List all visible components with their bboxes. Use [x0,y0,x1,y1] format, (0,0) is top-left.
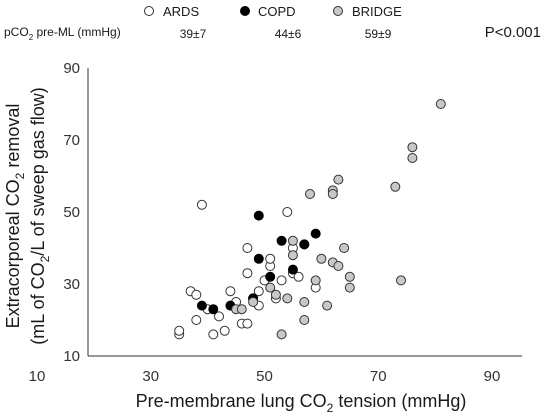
y-tick-label: 70 [63,132,80,149]
data-point-bridge [316,253,327,264]
data-point-bridge [287,250,298,261]
data-point-ards [214,311,224,322]
x-tick-label: 70 [370,368,387,385]
x-axis-title: Pre-membrane lung CO2 tension (mmHg) [136,391,467,415]
summary-value-copd: 44±6 [275,27,302,41]
summary-row-label: pCO2 pre-ML (mmHg) [4,25,121,42]
data-point-bridge [322,300,333,311]
data-point-ards [219,325,230,336]
data-point-bridge [299,297,310,307]
legend-label-copd: COPD [258,4,296,19]
y-tick-labels: 10 30 50 70 90 [63,60,80,365]
data-point-copd [310,228,321,239]
data-point-ards [282,207,293,217]
data-point-bridge [236,304,247,315]
data-point-ards [225,286,236,297]
data-point-bridge [435,99,446,109]
data-point-bridge [407,142,418,153]
y-axis-title-line2: (mL of CO2/L of sweep gas flow) [28,87,52,344]
data-point-ards [265,253,276,264]
data-point-ards [208,329,219,340]
x-tick-label: 10 [29,368,46,385]
data-point-bridge [299,315,310,325]
y-axis-title-line1: Extracorporeal CO2 removal [3,104,27,329]
data-point-bridge [333,261,344,271]
data-point-ards [242,268,253,279]
data-point-ards [276,275,287,286]
data-point-bridge [333,174,344,185]
legend-marker-bridge [333,6,343,16]
legend-marker-copd [240,6,250,16]
data-point-ards [196,199,207,210]
data-point-copd [265,271,276,282]
legend-label-bridge: BRIDGE [352,4,402,19]
data-point-bridge [396,275,406,286]
legend: ARDS COPD BRIDGE [144,4,402,19]
y-tick-label: 30 [63,276,80,293]
y-tick-label: 50 [63,204,80,221]
data-point-copd [299,239,310,250]
data-point-ards [191,289,202,300]
data-point-copd [287,264,298,275]
data-point-ards [191,315,202,325]
data-point-ards [174,325,185,336]
x-tick-label: 50 [256,368,273,385]
data-point-bridge [310,275,321,286]
summary-value-bridge: 59±9 [365,27,392,41]
y-tick-label: 90 [63,60,80,77]
data-point-bridge [344,282,355,293]
data-point-copd [208,304,219,315]
data-point-bridge [276,329,287,340]
plot-area [174,99,446,340]
data-point-bridge [344,271,355,282]
data-point-copd [253,210,264,221]
summary-row: pCO2 pre-ML (mmHg) 39±7 44±6 59±9 [4,25,392,42]
data-point-bridge [390,181,401,192]
summary-value-ards: 39±7 [180,27,207,41]
data-point-ards [242,243,253,253]
legend-label-ards: ARDS [163,4,199,19]
data-point-bridge [270,289,281,300]
data-point-bridge [287,235,298,246]
data-point-bridge [282,293,293,304]
data-point-bridge [407,153,418,163]
data-point-bridge [339,243,350,253]
data-point-bridge [327,189,338,199]
axes [87,68,522,357]
data-point-copd [276,235,287,246]
data-point-copd [196,300,207,311]
legend-marker-ards [144,6,154,16]
data-point-bridge [305,189,315,199]
data-point-copd [253,253,264,264]
data-point-bridge [265,282,276,293]
data-point-bridge [248,297,259,307]
x-tick-labels: 10 30 50 70 90 [29,368,501,385]
y-tick-label: 10 [63,348,80,365]
x-tick-label: 30 [142,368,159,385]
data-point-ards [242,318,253,329]
data-point-ards [293,271,304,282]
x-tick-label: 90 [484,368,501,385]
p-value: P<0.001 [485,24,541,41]
data-point-ards [253,286,264,297]
